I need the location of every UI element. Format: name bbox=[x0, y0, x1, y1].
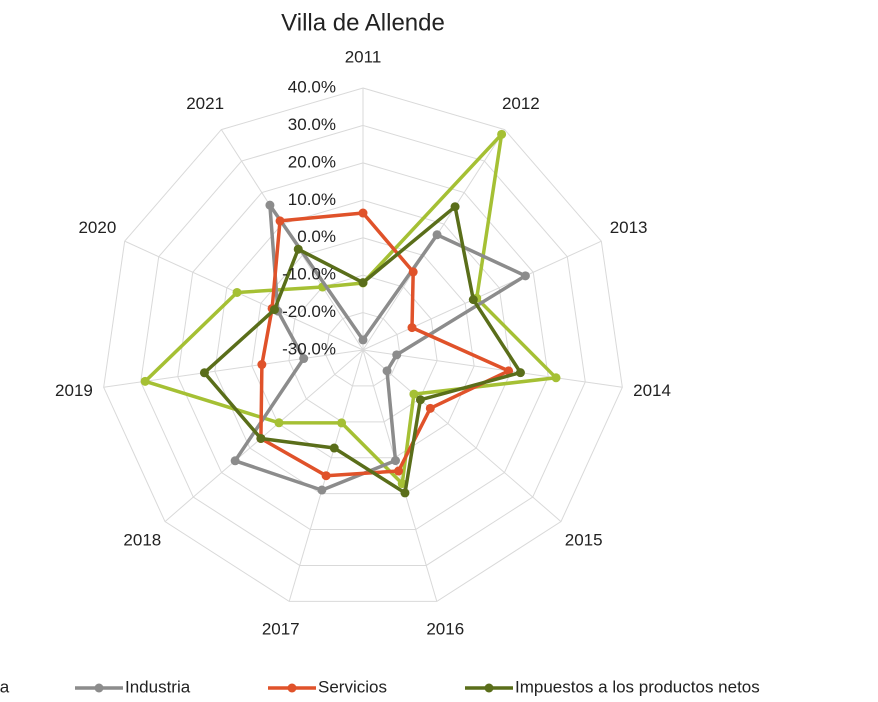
category-label: 2018 bbox=[123, 531, 161, 550]
point bbox=[400, 488, 410, 498]
series-line bbox=[143, 132, 558, 486]
grid-ring bbox=[177, 162, 549, 531]
spoke bbox=[362, 349, 562, 522]
grid-ring bbox=[140, 124, 586, 566]
tick-layer: -30.0% -20.0% -10.0% 0.0% 10.0% 20.0% 30.0% 40.… bbox=[282, 77, 336, 358]
point bbox=[382, 366, 392, 376]
point bbox=[321, 471, 331, 481]
point bbox=[230, 456, 240, 466]
series-line bbox=[259, 211, 511, 478]
spoke bbox=[362, 349, 438, 602]
point bbox=[515, 368, 525, 378]
point bbox=[274, 418, 284, 428]
point bbox=[390, 456, 400, 466]
chart-title: Villa de Allende bbox=[281, 9, 445, 36]
legend-label: Industria bbox=[125, 677, 191, 696]
point bbox=[358, 208, 368, 218]
point bbox=[256, 433, 266, 443]
point bbox=[415, 395, 425, 405]
point bbox=[432, 230, 442, 240]
r-tick-label: 0.0% bbox=[297, 227, 336, 246]
point bbox=[450, 202, 460, 212]
legend-label: Impuestos a los productos netos bbox=[515, 677, 760, 696]
point bbox=[269, 305, 279, 315]
series-line bbox=[202, 204, 523, 495]
category-label: 2019 bbox=[55, 381, 93, 400]
point bbox=[408, 267, 418, 277]
category-label: 2020 bbox=[78, 218, 116, 237]
point bbox=[257, 360, 267, 370]
point bbox=[497, 129, 507, 139]
point bbox=[392, 350, 402, 360]
category-label: 2012 bbox=[502, 94, 540, 113]
category-label: 2014 bbox=[633, 381, 671, 400]
grid: 2011 2012 2013 2014 2015 2016 2017 2018 2019 2020… bbox=[55, 47, 671, 638]
point bbox=[199, 368, 209, 378]
point bbox=[337, 418, 347, 428]
point bbox=[425, 403, 435, 413]
legend: Agricultura Industria Servicios Impuestos a… bbox=[0, 677, 760, 696]
point bbox=[358, 278, 368, 288]
category-label: 2015 bbox=[565, 531, 603, 550]
grid-ring bbox=[288, 274, 438, 423]
point bbox=[358, 335, 368, 345]
grid-ring bbox=[325, 312, 401, 387]
r-tick-label: 40.0% bbox=[288, 77, 336, 96]
category-label: 2021 bbox=[186, 94, 224, 113]
spoke bbox=[362, 240, 602, 351]
point bbox=[140, 376, 150, 386]
r-tick-label: -10.0% bbox=[282, 265, 336, 284]
series-line bbox=[233, 203, 528, 492]
spoke bbox=[362, 349, 623, 388]
point bbox=[551, 373, 561, 383]
point bbox=[394, 466, 404, 476]
point bbox=[329, 443, 339, 453]
series-layer bbox=[140, 129, 561, 498]
r-tick-label: -20.0% bbox=[282, 302, 336, 321]
point bbox=[265, 200, 275, 210]
grid-ring bbox=[214, 199, 512, 495]
category-label: 2016 bbox=[426, 620, 464, 639]
r-tick-label: 10.0% bbox=[288, 190, 336, 209]
grid-ring bbox=[103, 87, 623, 602]
category-label: 2017 bbox=[262, 620, 300, 639]
point bbox=[293, 244, 303, 254]
legend-marker bbox=[287, 683, 297, 693]
point bbox=[407, 323, 417, 333]
r-tick-label: 30.0% bbox=[288, 115, 336, 134]
grid-ring bbox=[251, 237, 475, 459]
legend-label: Agricultura bbox=[0, 677, 10, 696]
legend-label: Servicios bbox=[318, 677, 387, 696]
spoke bbox=[124, 240, 364, 351]
point bbox=[504, 366, 514, 376]
point bbox=[409, 389, 419, 399]
category-label: 2013 bbox=[610, 218, 648, 237]
point bbox=[520, 271, 530, 281]
category-label: 2011 bbox=[345, 47, 382, 66]
point bbox=[275, 216, 285, 226]
point bbox=[299, 354, 309, 364]
r-tick-label: -30.0% bbox=[282, 339, 336, 358]
legend-marker bbox=[94, 683, 104, 693]
point bbox=[468, 295, 478, 305]
r-tick-label: 20.0% bbox=[288, 152, 336, 171]
point bbox=[232, 287, 242, 297]
legend-marker bbox=[484, 683, 494, 693]
point bbox=[317, 485, 327, 495]
